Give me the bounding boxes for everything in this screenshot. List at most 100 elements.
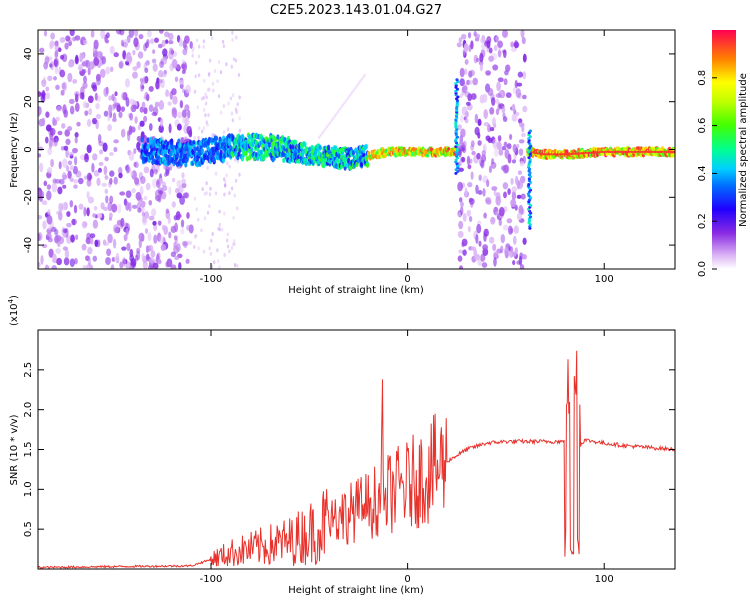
spectral-cell <box>230 186 234 191</box>
spectral-cell <box>153 168 158 175</box>
spectral-cell <box>515 111 520 117</box>
spectral-cell <box>475 57 480 62</box>
spectral-cell <box>214 171 218 176</box>
spectral-cell <box>519 122 525 128</box>
spectral-cell <box>489 107 495 115</box>
spectral-cell <box>461 147 465 152</box>
spectral-cell <box>155 80 161 90</box>
spectral-cell <box>458 160 463 166</box>
spectral-cell <box>87 95 94 104</box>
spectral-cell <box>92 255 98 262</box>
spectral-cell <box>165 208 170 214</box>
spectral-cell <box>204 113 207 118</box>
spectral-cell <box>69 258 75 268</box>
spectral-cell <box>327 123 330 127</box>
spectral-cell <box>210 238 213 243</box>
spectral-cell <box>97 133 102 144</box>
spectral-cell <box>176 123 182 131</box>
spectral-cell <box>510 177 514 185</box>
spectral-cell <box>203 78 206 83</box>
spectral-cell <box>503 191 507 199</box>
spectral-cell <box>125 190 132 199</box>
spectral-cell <box>476 152 481 160</box>
spectral-cell <box>47 75 53 82</box>
spectral-cell <box>522 94 527 100</box>
spectral-cell <box>147 244 154 252</box>
spectral-cell <box>200 228 203 233</box>
spectral-cell <box>459 93 463 99</box>
figure-title: C2E5.2023.143.01.04.G27 <box>270 3 442 18</box>
spectral-cell <box>191 53 194 58</box>
spectral-cell <box>157 79 163 84</box>
spectral-cell <box>208 246 211 251</box>
spectral-cell <box>157 259 162 265</box>
spectral-cell <box>218 227 222 232</box>
spectral-cell <box>92 153 98 161</box>
spectral-cell <box>181 178 187 184</box>
spectral-cell <box>483 212 487 219</box>
spectral-cell <box>64 249 70 259</box>
spectral-cell <box>180 219 185 228</box>
spectral-cell <box>39 190 45 198</box>
spectral-cell <box>488 165 492 174</box>
spectral-cell <box>217 60 221 65</box>
spectral-cell <box>273 136 278 143</box>
spectral-cell <box>101 182 108 187</box>
spectral-cell <box>458 167 464 172</box>
y-tick-label: 40 <box>23 48 34 61</box>
spectral-cell <box>45 235 50 240</box>
spectral-cell <box>53 57 59 68</box>
spectral-cell <box>454 172 458 175</box>
spectral-cell <box>511 190 517 201</box>
spectral-cell <box>146 253 150 260</box>
spectral-cell <box>521 37 526 45</box>
spectral-cell <box>134 116 138 124</box>
spectral-cell <box>144 228 149 234</box>
spectral-cell <box>236 159 239 164</box>
spectral-cell <box>217 226 220 231</box>
spectral-cell <box>512 235 517 245</box>
spectral-cell <box>521 132 526 138</box>
spectral-cell <box>137 207 142 213</box>
spectral-cell <box>174 76 179 83</box>
spectral-cell <box>464 59 469 65</box>
spectral-cell <box>462 249 467 256</box>
spectral-cell <box>62 231 67 238</box>
spectral-cell <box>461 238 468 247</box>
spectral-cell <box>86 178 92 187</box>
spectral-cell <box>198 44 201 49</box>
spectral-cell <box>59 37 66 43</box>
spectral-cell <box>67 72 73 83</box>
spectral-cell <box>152 220 157 226</box>
spectral-cell <box>74 102 80 112</box>
spectral-cell <box>178 38 183 48</box>
spectral-cell <box>303 141 307 148</box>
spectral-cell <box>514 204 518 211</box>
spectral-cell <box>516 212 522 221</box>
spectral-cell <box>465 101 471 106</box>
spectral-cell <box>466 155 471 166</box>
spectral-cell <box>514 175 519 186</box>
spectral-cell <box>74 136 78 144</box>
spectral-cell <box>129 112 134 121</box>
spectral-cell <box>139 77 144 83</box>
spectral-cell <box>317 136 321 139</box>
spectral-cell <box>513 41 520 49</box>
spectral-cell <box>478 240 482 247</box>
spectral-cell <box>495 35 499 43</box>
spectral-cell <box>468 215 473 223</box>
spectral-cell <box>234 107 238 112</box>
spectral-cell <box>171 107 177 115</box>
spectral-cell <box>123 38 129 49</box>
spectral-cell <box>66 222 72 228</box>
spectral-cell <box>44 264 50 269</box>
spectral-cell <box>88 61 95 70</box>
spectral-cell <box>141 211 145 217</box>
spectral-cell <box>91 162 95 173</box>
spectral-cell <box>40 93 46 103</box>
spectral-cell <box>95 102 100 110</box>
snr-scale-exponent: 4 <box>7 298 15 303</box>
spectral-cell <box>168 231 172 239</box>
spectral-cell <box>119 191 126 196</box>
spectral-cell <box>333 114 337 118</box>
